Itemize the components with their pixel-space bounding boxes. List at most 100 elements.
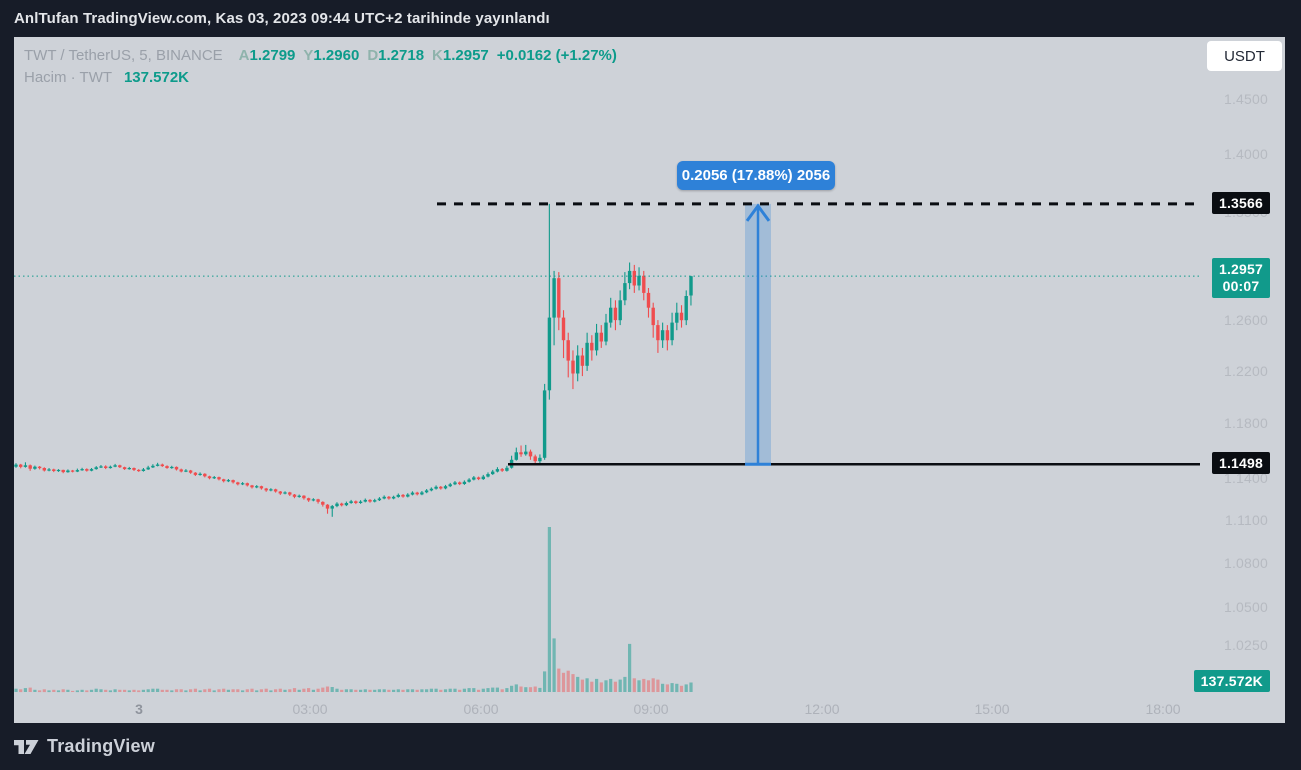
candle-body [306,498,311,501]
candle-body [226,480,231,482]
candle-body [557,278,561,318]
volume-bar [566,670,570,692]
volume-bar [656,679,660,692]
volume-bar [425,689,429,693]
candle-body [458,482,462,485]
candle-body [368,499,372,502]
candle-body [604,322,608,342]
volume-bar [510,685,514,692]
candle-body [448,484,452,487]
volume-bar [288,689,292,693]
volume-bar [19,689,23,693]
candle-body [340,503,344,506]
volume-bar [179,689,183,693]
tradingview-brand-text[interactable]: TradingView [47,736,155,756]
candle-body [552,278,556,318]
volume-bar [599,682,603,692]
candle-body [684,296,688,321]
candle-body [198,473,202,475]
candle-body [330,506,334,509]
price-tick-label: 1.1100 [1225,511,1268,528]
volume-bar [519,686,523,692]
price-tick-label: 1.1800 [1223,415,1268,432]
volume-bar [302,688,306,692]
candle-body [401,494,405,497]
volume-bar [160,689,164,692]
candle-body [278,491,282,494]
volume-bar [443,689,448,693]
candle-body [391,496,396,499]
volume-bar [250,688,254,692]
candle-body [533,456,537,462]
volume-bar [316,688,320,692]
candle-body [358,501,363,503]
candle-body [462,481,467,484]
volume-bar [71,690,75,692]
volume-bar [392,689,396,692]
tradingview-logo-icon[interactable] [14,737,39,756]
volume-bar [439,689,443,692]
candle-body [250,485,254,488]
volume-bar [66,689,70,692]
chart-canvas[interactable] [14,37,1285,723]
volume-bar [613,681,617,692]
volume-bar [52,689,56,692]
volume-bar [495,687,499,692]
volume-bar [278,688,282,692]
ohlc-letter: A [238,47,250,64]
candle-body [656,325,660,341]
candle-body [269,489,273,491]
candle-body [594,332,599,351]
candle-body [429,488,434,491]
candle-body [127,468,131,470]
volume-bar [373,689,377,692]
symbol-legend: TWT / TetherUS, 5, BINANCE A1.2799 Y1.2960… [24,46,617,66]
candle-body [141,469,146,471]
candle-body [481,476,485,480]
volume-legend: Hacim · TWT 137.572K [24,68,189,88]
volume-bar [618,679,622,692]
candle-body [47,469,51,471]
volume-bar [146,689,150,693]
volume-bar [354,689,358,692]
candle-body [231,480,235,483]
volume-bar [38,690,42,693]
candle-body [207,476,212,479]
candle-body [174,466,179,470]
last-price-tag: 1.2957 00:07 [1211,258,1270,298]
candle-body [108,466,113,469]
volume-bar [628,643,632,692]
volume-bar [415,689,419,692]
currency-toggle-button[interactable]: USDT [1207,41,1282,71]
candle-body [689,276,693,296]
time-tick-label: 09:00 [633,701,669,717]
candle-body [495,469,500,472]
volume-bar [118,689,122,692]
candle-body [28,465,32,469]
candle-body [137,469,141,472]
time-tick-label: 06:00 [463,701,499,717]
volume-bar [104,689,108,692]
candle-body [236,482,240,485]
volume-bar [193,688,197,692]
candle-body [363,499,367,502]
candle-body [524,451,528,455]
volume-bar [651,678,655,693]
price-range-callout[interactable]: 0.2056 (17.88%) 2056 [677,161,835,190]
volume-bar [543,671,547,692]
volume-bar [297,689,301,692]
time-tick-label: 03:00 [292,701,328,717]
ohlc-letter: Y [303,47,314,64]
volume-bar [689,682,693,692]
chart-panel[interactable]: 1.45001.40001.35001.30001.26001.22001.18… [14,37,1285,723]
volume-bar [382,689,386,693]
volume-bar [151,688,155,692]
candle-body [42,468,46,471]
volume-bar [141,689,145,692]
candle-body [675,312,679,323]
volume-bar [561,672,566,693]
candle-body [146,467,150,470]
price-tick-label: 1.2600 [1223,312,1268,329]
candle-body [585,342,589,366]
